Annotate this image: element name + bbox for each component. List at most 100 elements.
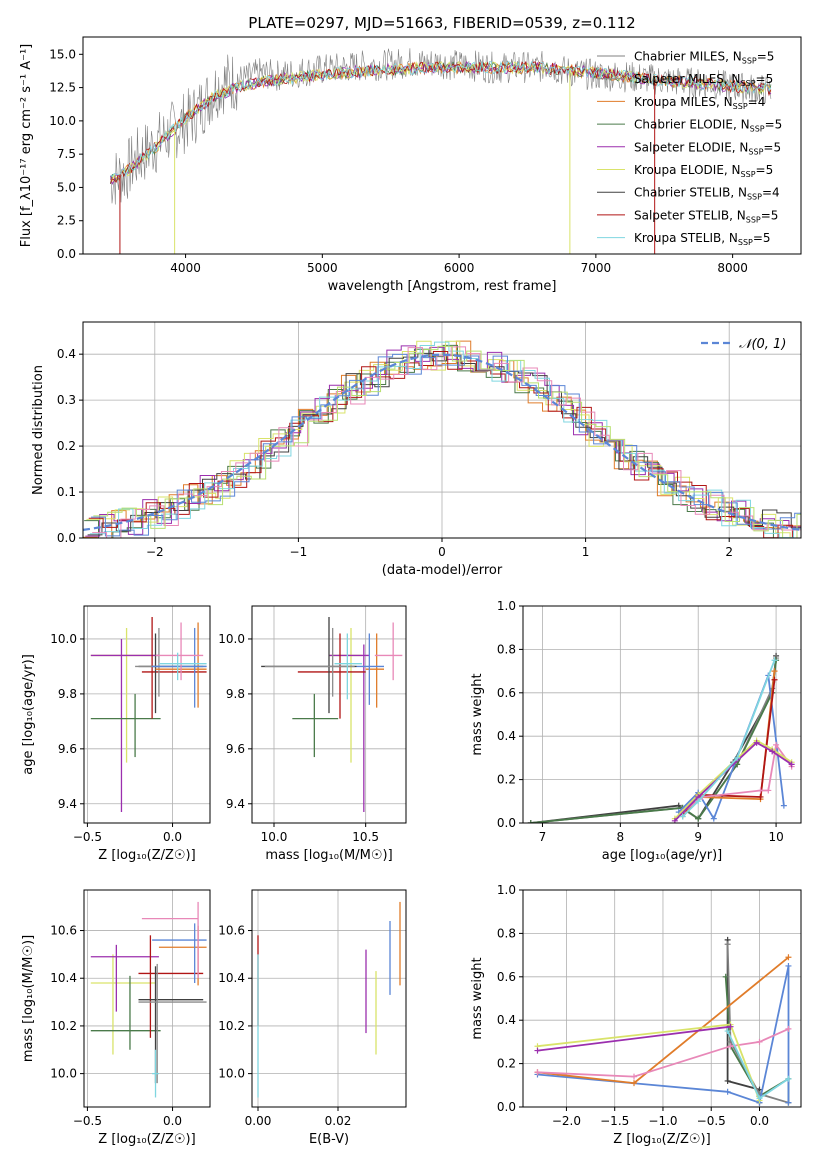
legend-label-tail: =5 [756,163,774,177]
legend-label: Salpeter MILES, NSSP=5 [634,72,773,88]
plot-area [261,616,403,813]
series-marker [631,1080,638,1087]
legend-label-tail: =4 [748,95,766,109]
y-tick-label: 10.2 [50,1019,77,1033]
y-tick-label: 0.2 [497,773,516,787]
y-tick-label: 0.6 [497,970,516,984]
legend-label-subscript: SSP [741,170,756,179]
x-tick-label: 0.0 [750,1114,769,1128]
axes-frame [83,889,211,1108]
y-tick-label: 10.6 [50,924,77,938]
x-tick-label: 6000 [444,261,475,275]
chart-age_vs_mass: 10.0 10.5 9.4 9.6 9.8 10.0 mass [log₁₀(M/M☉)] [218,605,407,863]
chart-age_vs_Z: −0.5 0.0 9.4 9.6 9.8 10.0 Z [log₁₀(Z/Z☉)] age [… [21,605,211,863]
x-tick-label: −0.5 [73,1114,102,1128]
y-tick-label: 0.2 [497,1057,516,1071]
x-tick-label: 5000 [307,261,338,275]
legend-label-tail: =4 [762,186,780,200]
y-tick-label: 0.1 [57,485,76,499]
legend-label: Chabrier MILES, NSSP=5 [634,50,774,66]
x-tick-label: 7000 [581,261,612,275]
plot-area [534,936,792,1106]
y-tick-label: 10.0 [218,1067,245,1081]
y-tick-label: 0.3 [57,393,76,407]
y-tick-label: 0.0 [497,816,516,830]
legend-label-main: Kroupa ELODIE, N [634,163,741,177]
y-tick-label: 0.8 [497,642,516,656]
legend-label-subscript: SSP [750,125,765,134]
legend-label-main: Chabrier MILES, N [634,50,742,64]
y-tick-label: 12.5 [49,81,76,95]
series-marker [724,1077,731,1084]
series-marker [679,813,686,820]
x-tick-label: 10 [768,830,783,844]
x-tick-label: 1 [582,545,590,559]
legend-label-subscript: SSP [742,57,757,66]
series-marker [785,1025,792,1032]
y-tick-label: 0.4 [57,347,76,361]
x-axis-label: Z [log₁₀(Z/Z☉)] [98,1132,195,1147]
legend-label: 𝒩(0, 1) [739,337,786,352]
x-axis-label: age [log₁₀(age/yr)] [602,848,723,863]
chart-mass_vs_ebv: 0.00 0.02 10.0 10.2 10.4 10.6 E(B-V) [218,889,407,1147]
histogram-series [87,352,801,536]
series-marker [534,1047,541,1054]
legend-label: Kroupa ELODIE, NSSP=5 [634,163,773,179]
axes-frame [83,605,211,824]
chart-mass_vs_Z: −0.5 0.0 10.0 10.2 10.4 10.6 Z [log₁₀(Z/Z☉)] ma… [21,889,211,1147]
series-marker [771,668,778,675]
series-marker [534,1069,541,1076]
y-tick-label: 9.6 [226,742,245,756]
x-axis-label: mass [log₁₀(M/M☉)] [265,848,392,863]
y-tick-label: 9.6 [58,742,77,756]
y-tick-label: 0.0 [57,247,76,261]
series-marker [771,657,778,664]
series-marker [527,820,534,823]
y-tick-label: 10.4 [218,971,245,985]
series-marker [785,962,792,969]
plot-area [257,901,401,1098]
histogram-series [88,351,801,538]
x-tick-label: −1 [290,545,308,559]
series-marker [765,787,772,794]
series-line [726,939,761,1103]
series-marker [785,1099,792,1106]
y-axis-label: Normed distribution [31,365,46,495]
series-marker [757,793,764,800]
legend-label-subscript: SSP [747,193,762,202]
y-tick-label: 9.8 [226,687,245,701]
series-marker [727,1023,734,1030]
y-tick-label: 2.5 [57,214,76,228]
x-tick-label: 9 [694,830,702,844]
plot-area [83,340,801,538]
y-tick-label: 9.4 [226,797,245,811]
x-tick-label: −2 [146,545,164,559]
y-tick-label: 10.0 [50,1067,77,1081]
series-marker [724,941,731,948]
y-tick-label: 10.6 [218,924,245,938]
series-marker [756,1095,763,1102]
figure-title: PLATE=0297, MJD=51663, FIBERID=0539, z=0… [248,14,635,32]
x-tick-label: 0.0 [163,830,182,844]
series-marker [695,815,702,822]
x-tick-label: 8 [617,830,625,844]
y-tick-label: 1.0 [497,599,516,613]
series-marker [727,1043,734,1050]
x-tick-label: −0.5 [697,1114,726,1128]
chart-mass_weight_vs_Z: −2.0 −1.5 −1.0 −0.5 0.0 0.0 0.2 0.4 0.6 0.8 1.0 Z [… [470,883,802,1147]
legend-label: Kroupa MILES, NSSP=4 [634,95,765,111]
y-tick-label: 5.0 [57,180,76,194]
y-axis-label: age [log₁₀(age/yr)] [21,654,36,775]
histogram-series [93,345,801,538]
axes-frame [522,605,802,824]
legend-label-main: Kroupa STELIB, N [634,231,738,245]
series-marker [695,798,702,805]
axes-frame [522,889,802,1108]
legend-label: Salpeter ELODIE, NSSP=5 [634,140,781,156]
x-tick-label: −0.5 [73,830,102,844]
series-marker [780,802,787,809]
legend-label-subscript: SSP [733,102,748,111]
